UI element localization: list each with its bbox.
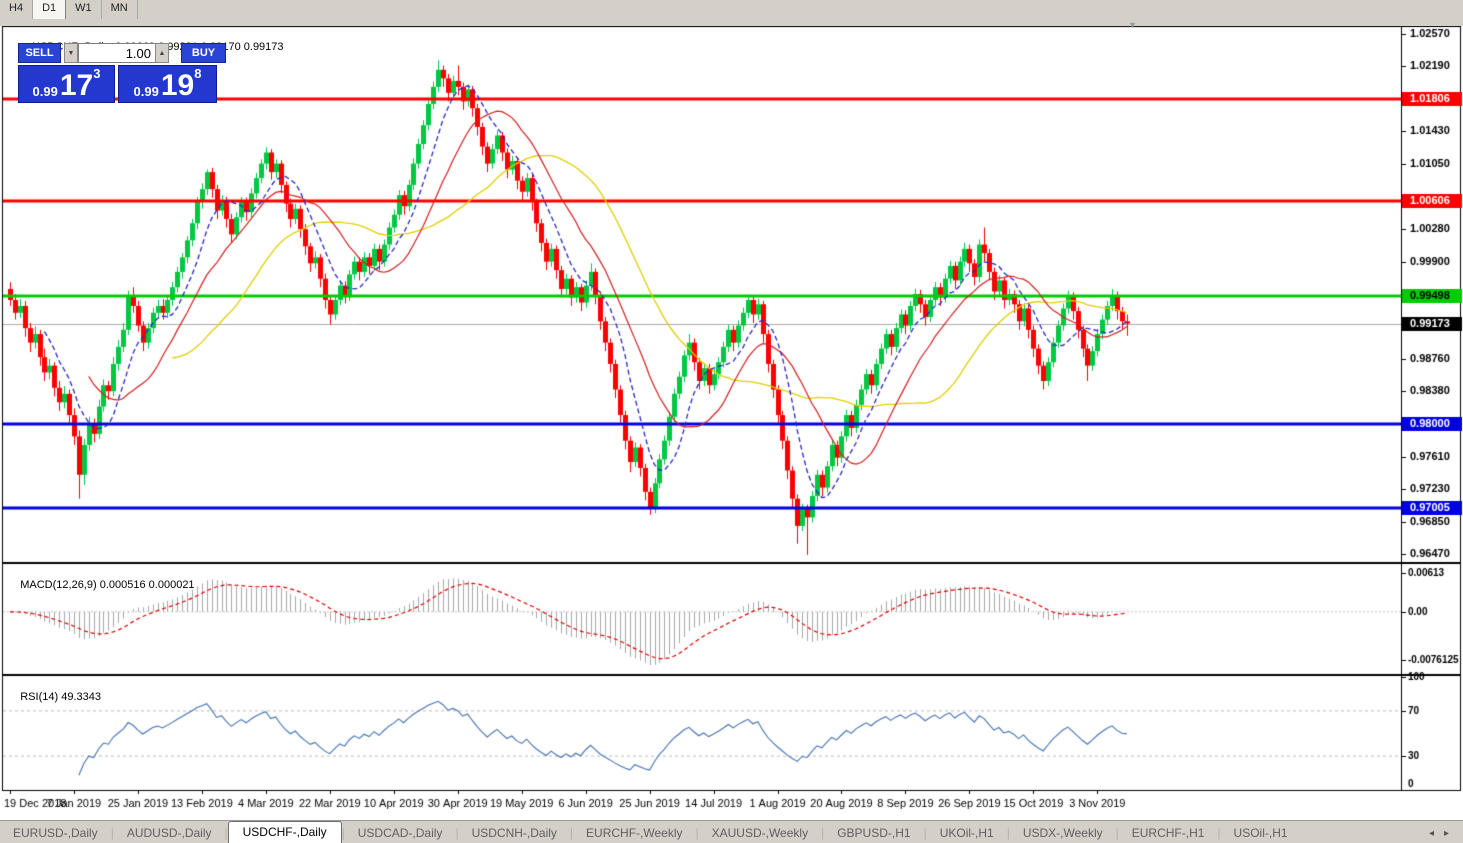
tab-separator: | xyxy=(1115,826,1119,840)
tab-separator: | xyxy=(695,826,699,840)
rsi-indicator-label: RSI(14) 49.3343 xyxy=(8,679,101,715)
macd-indicator-label: MACD(12,26,9) 0.000516 0.000021 xyxy=(8,567,195,603)
sell-button[interactable]: SELL xyxy=(18,43,61,63)
tab-separator: | xyxy=(224,826,228,840)
chart-tab-audusd-daily[interactable]: AUDUSD-,Daily xyxy=(126,826,212,840)
tab-separator: | xyxy=(1217,826,1221,840)
chart-tab-usdx-weekly[interactable]: USDX-,Weekly xyxy=(1022,826,1103,840)
chart-tab-eurusd-daily[interactable]: EURUSD-,Daily xyxy=(13,826,98,840)
macd-value-main: 0.000516 xyxy=(99,579,146,591)
chart-tabs: EURUSD-,Daily | AUDUSD-,Daily | USDCHF-,Dail… xyxy=(0,821,1301,843)
ohlc-close: 0.99173 xyxy=(243,41,284,53)
tab-separator: | xyxy=(821,826,825,840)
buy-price-big: 19 xyxy=(160,69,195,102)
buy-price-prefix: 0.99 xyxy=(133,84,159,99)
toolbar-gap xyxy=(0,19,1463,26)
tab-separator: | xyxy=(569,826,574,840)
chart-tab-xauusd-weekly[interactable]: XAUUSD-,Weekly xyxy=(711,826,809,840)
trade-panel-controls: SELL ▼ ▲ BUY xyxy=(18,43,228,63)
macd-name: MACD(12,26,9) xyxy=(20,579,97,591)
volume-increase-button[interactable]: ▲ xyxy=(155,43,169,63)
timeframe-tab-h4[interactable]: H4 xyxy=(0,0,34,19)
scroll-to-end-marker-icon[interactable]: ▼ xyxy=(1128,20,1137,30)
timeframe-bar-spacer xyxy=(138,0,1463,19)
timeframe-tab-mn[interactable]: MN xyxy=(102,0,138,19)
tab-separator: | xyxy=(923,826,927,840)
chart-tab-gbpusd-h1[interactable]: GBPUSD-,H1 xyxy=(837,826,911,840)
sell-price-sup: 3 xyxy=(93,66,101,81)
rsi-value: 49.3343 xyxy=(61,691,101,703)
timeframe-tab-w1[interactable]: W1 xyxy=(66,0,102,19)
tab-scroll-right-icon[interactable]: ▸ xyxy=(1443,828,1449,839)
tab-separator: | xyxy=(455,826,459,840)
chart-tab-usdcnh-daily[interactable]: USDCNH-,Daily xyxy=(471,826,557,840)
chart-tab-eurchf-h1[interactable]: EURCHF-,H1 xyxy=(1131,826,1205,840)
one-click-trading-panel: SELL ▼ ▲ BUY 0.99 17 3 0.99 19 8 xyxy=(18,43,228,103)
sell-price-prefix: 0.99 xyxy=(32,84,58,99)
timeframe-bar: H4 D1 W1 MN xyxy=(0,0,1463,20)
chart-tab-usdchf-daily[interactable]: USDCHF-,Daily xyxy=(227,821,342,843)
volume-input[interactable] xyxy=(78,43,155,63)
chart-tab-eurchf-weekly[interactable]: EURCHF-,Weekly xyxy=(586,826,683,840)
macd-value-signal: 0.000021 xyxy=(148,579,195,591)
tab-scroll-left-icon[interactable]: ◂ xyxy=(1428,828,1434,839)
buy-price-sup: 8 xyxy=(194,66,202,81)
sell-price-big: 17 xyxy=(59,69,94,102)
chart-tab-usdcad-daily[interactable]: USDCAD-,Daily xyxy=(357,826,443,840)
trade-panel-prices: 0.99 17 3 0.99 19 8 xyxy=(18,65,228,103)
tab-scroll-controls: ◂ ▸ xyxy=(1429,828,1463,843)
tab-separator: | xyxy=(110,826,114,840)
tab-separator: | xyxy=(1006,826,1010,840)
price-chart-canvas[interactable] xyxy=(0,26,1463,820)
volume-decrease-button[interactable]: ▼ xyxy=(64,43,78,63)
rsi-name: RSI(14) xyxy=(20,691,59,703)
tab-separator: | xyxy=(341,826,345,840)
buy-button[interactable]: BUY xyxy=(181,43,226,63)
chart-tab-ukoil-h1[interactable]: UKOil-,H1 xyxy=(939,826,994,840)
buy-price-box[interactable]: 0.99 19 8 xyxy=(118,65,217,103)
chart-tab-bar: EURUSD-,Daily | AUDUSD-,Daily | USDCHF-,Dail… xyxy=(0,820,1463,843)
timeframe-tab-d1[interactable]: D1 xyxy=(33,0,67,19)
chart-tab-usoil-h1[interactable]: USOil-,H1 xyxy=(1233,826,1288,840)
sell-price-box[interactable]: 0.99 17 3 xyxy=(18,65,115,103)
